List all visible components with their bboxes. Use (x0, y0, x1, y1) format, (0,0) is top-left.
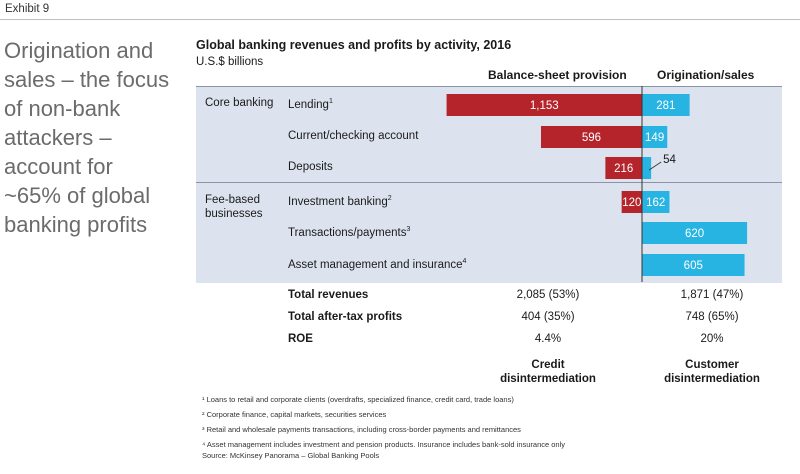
row-label-text: Asset management and insurance (288, 258, 463, 271)
row-label-investment: Investment banking2 (288, 195, 392, 208)
customer-disintermediation-head: Customer disintermediation (664, 358, 760, 386)
row-label-text: Transactions/payments (288, 226, 407, 239)
credit-disintermediation-head: Credit disintermediation (500, 358, 596, 386)
summary-revenues-balance: 2,085 (53%) (516, 289, 580, 301)
bottom-head-line: disintermediation (664, 373, 760, 385)
exhibit-label: Exhibit 9 (5, 3, 50, 15)
bar-label-origination: 620 (685, 228, 704, 240)
bar-balance-sheet (605, 157, 642, 179)
row-label-text: Investment banking (288, 195, 388, 208)
bar-balance-sheet (446, 94, 642, 116)
row-label-text: Deposits (288, 161, 333, 173)
summary-profits-origination: 748 (65%) (685, 311, 739, 323)
footnote: ³ Retail and wholesale payments transact… (202, 425, 521, 434)
footnote-ref: 2 (387, 195, 392, 202)
bar-label-balance-sheet: 120 (622, 197, 641, 209)
bar-label-origination: 605 (684, 260, 703, 272)
footnote-ref: 1 (328, 98, 333, 105)
group-label-core: Core banking (205, 97, 274, 109)
headline-line: of non-bank (4, 96, 121, 121)
row-label-transactions: Transactions/payments3 (288, 226, 410, 239)
bottom-head-line: disintermediation (500, 373, 596, 385)
summary-profits-balance: 404 (35%) (521, 311, 575, 323)
row-label-text: Lending (288, 98, 329, 111)
bottom-head-line: Credit (531, 359, 565, 371)
headline: Origination and sales – the focus of non… (4, 36, 184, 239)
footnote: ⁴ Asset management includes investment a… (202, 440, 566, 449)
bar-label-balance-sheet: 1,153 (530, 100, 559, 112)
bar-balance-sheet (621, 191, 642, 213)
footnote-ref: 4 (462, 258, 467, 265)
top-divider (0, 19, 800, 20)
chart-subtitle: U.S.$ billions (196, 56, 264, 68)
bar-label-balance-sheet: 216 (614, 163, 633, 175)
bar-origination (642, 222, 748, 244)
source-note: Source: McKinsey Panorama – Global Banki… (202, 451, 380, 460)
bar-origination (642, 94, 690, 116)
footnote-ref: 3 (406, 226, 411, 233)
summary-roe-balance: 4.4% (534, 333, 562, 345)
bar-label-origination: 149 (645, 132, 664, 144)
footnotes: ¹ Loans to retail and corporate clients … (202, 392, 565, 452)
footnote: ¹ Loans to retail and corporate clients … (202, 395, 514, 404)
bar-label-balance-sheet: 596 (582, 132, 601, 144)
row-label-checking: Current/checking account (288, 130, 418, 142)
summary-label-profits: Total after-tax profits (288, 311, 403, 323)
summary-revenues-origination: 1,871 (47%) (680, 289, 744, 301)
headline-line: Origination and (4, 38, 154, 63)
row-label-text: Current/checking account (288, 130, 419, 142)
bar-origination (642, 254, 745, 276)
chart-title: Global banking revenues and profits by a… (196, 38, 512, 52)
bar-balance-sheet (540, 126, 642, 148)
legend-origination: Origination/sales (657, 68, 755, 82)
bar-origination (642, 157, 652, 179)
bar-origination (642, 191, 670, 213)
headline-line: attackers – (4, 125, 112, 150)
bar-label-origination: 54 (663, 154, 676, 166)
headline-line: banking profits (4, 212, 148, 237)
headline-line: account for (4, 154, 113, 179)
legend-balance-sheet: Balance-sheet provision (488, 68, 627, 82)
bottom-head-line: Customer (685, 359, 739, 371)
row-label-lending: Lending1 (288, 98, 333, 111)
row-label-deposits: Deposits (288, 161, 333, 173)
summary-label-roe: ROE (288, 333, 313, 345)
leader-line (648, 161, 662, 171)
bar-label-origination: 162 (646, 197, 665, 209)
summary-roe-origination: 20% (700, 333, 724, 345)
summary-label-revenues: Total revenues (288, 289, 369, 301)
headline-line: sales – the focus (4, 67, 170, 92)
group-label-fee: Fee-based businesses (205, 194, 263, 220)
row-label-asset-mgmt: Asset management and insurance4 (288, 258, 466, 271)
bar-label-origination: 281 (656, 100, 675, 112)
bar-origination (642, 126, 668, 148)
footnote: ² Corporate finance, capital markets, se… (202, 410, 387, 419)
headline-line: ~65% of global (4, 183, 151, 208)
